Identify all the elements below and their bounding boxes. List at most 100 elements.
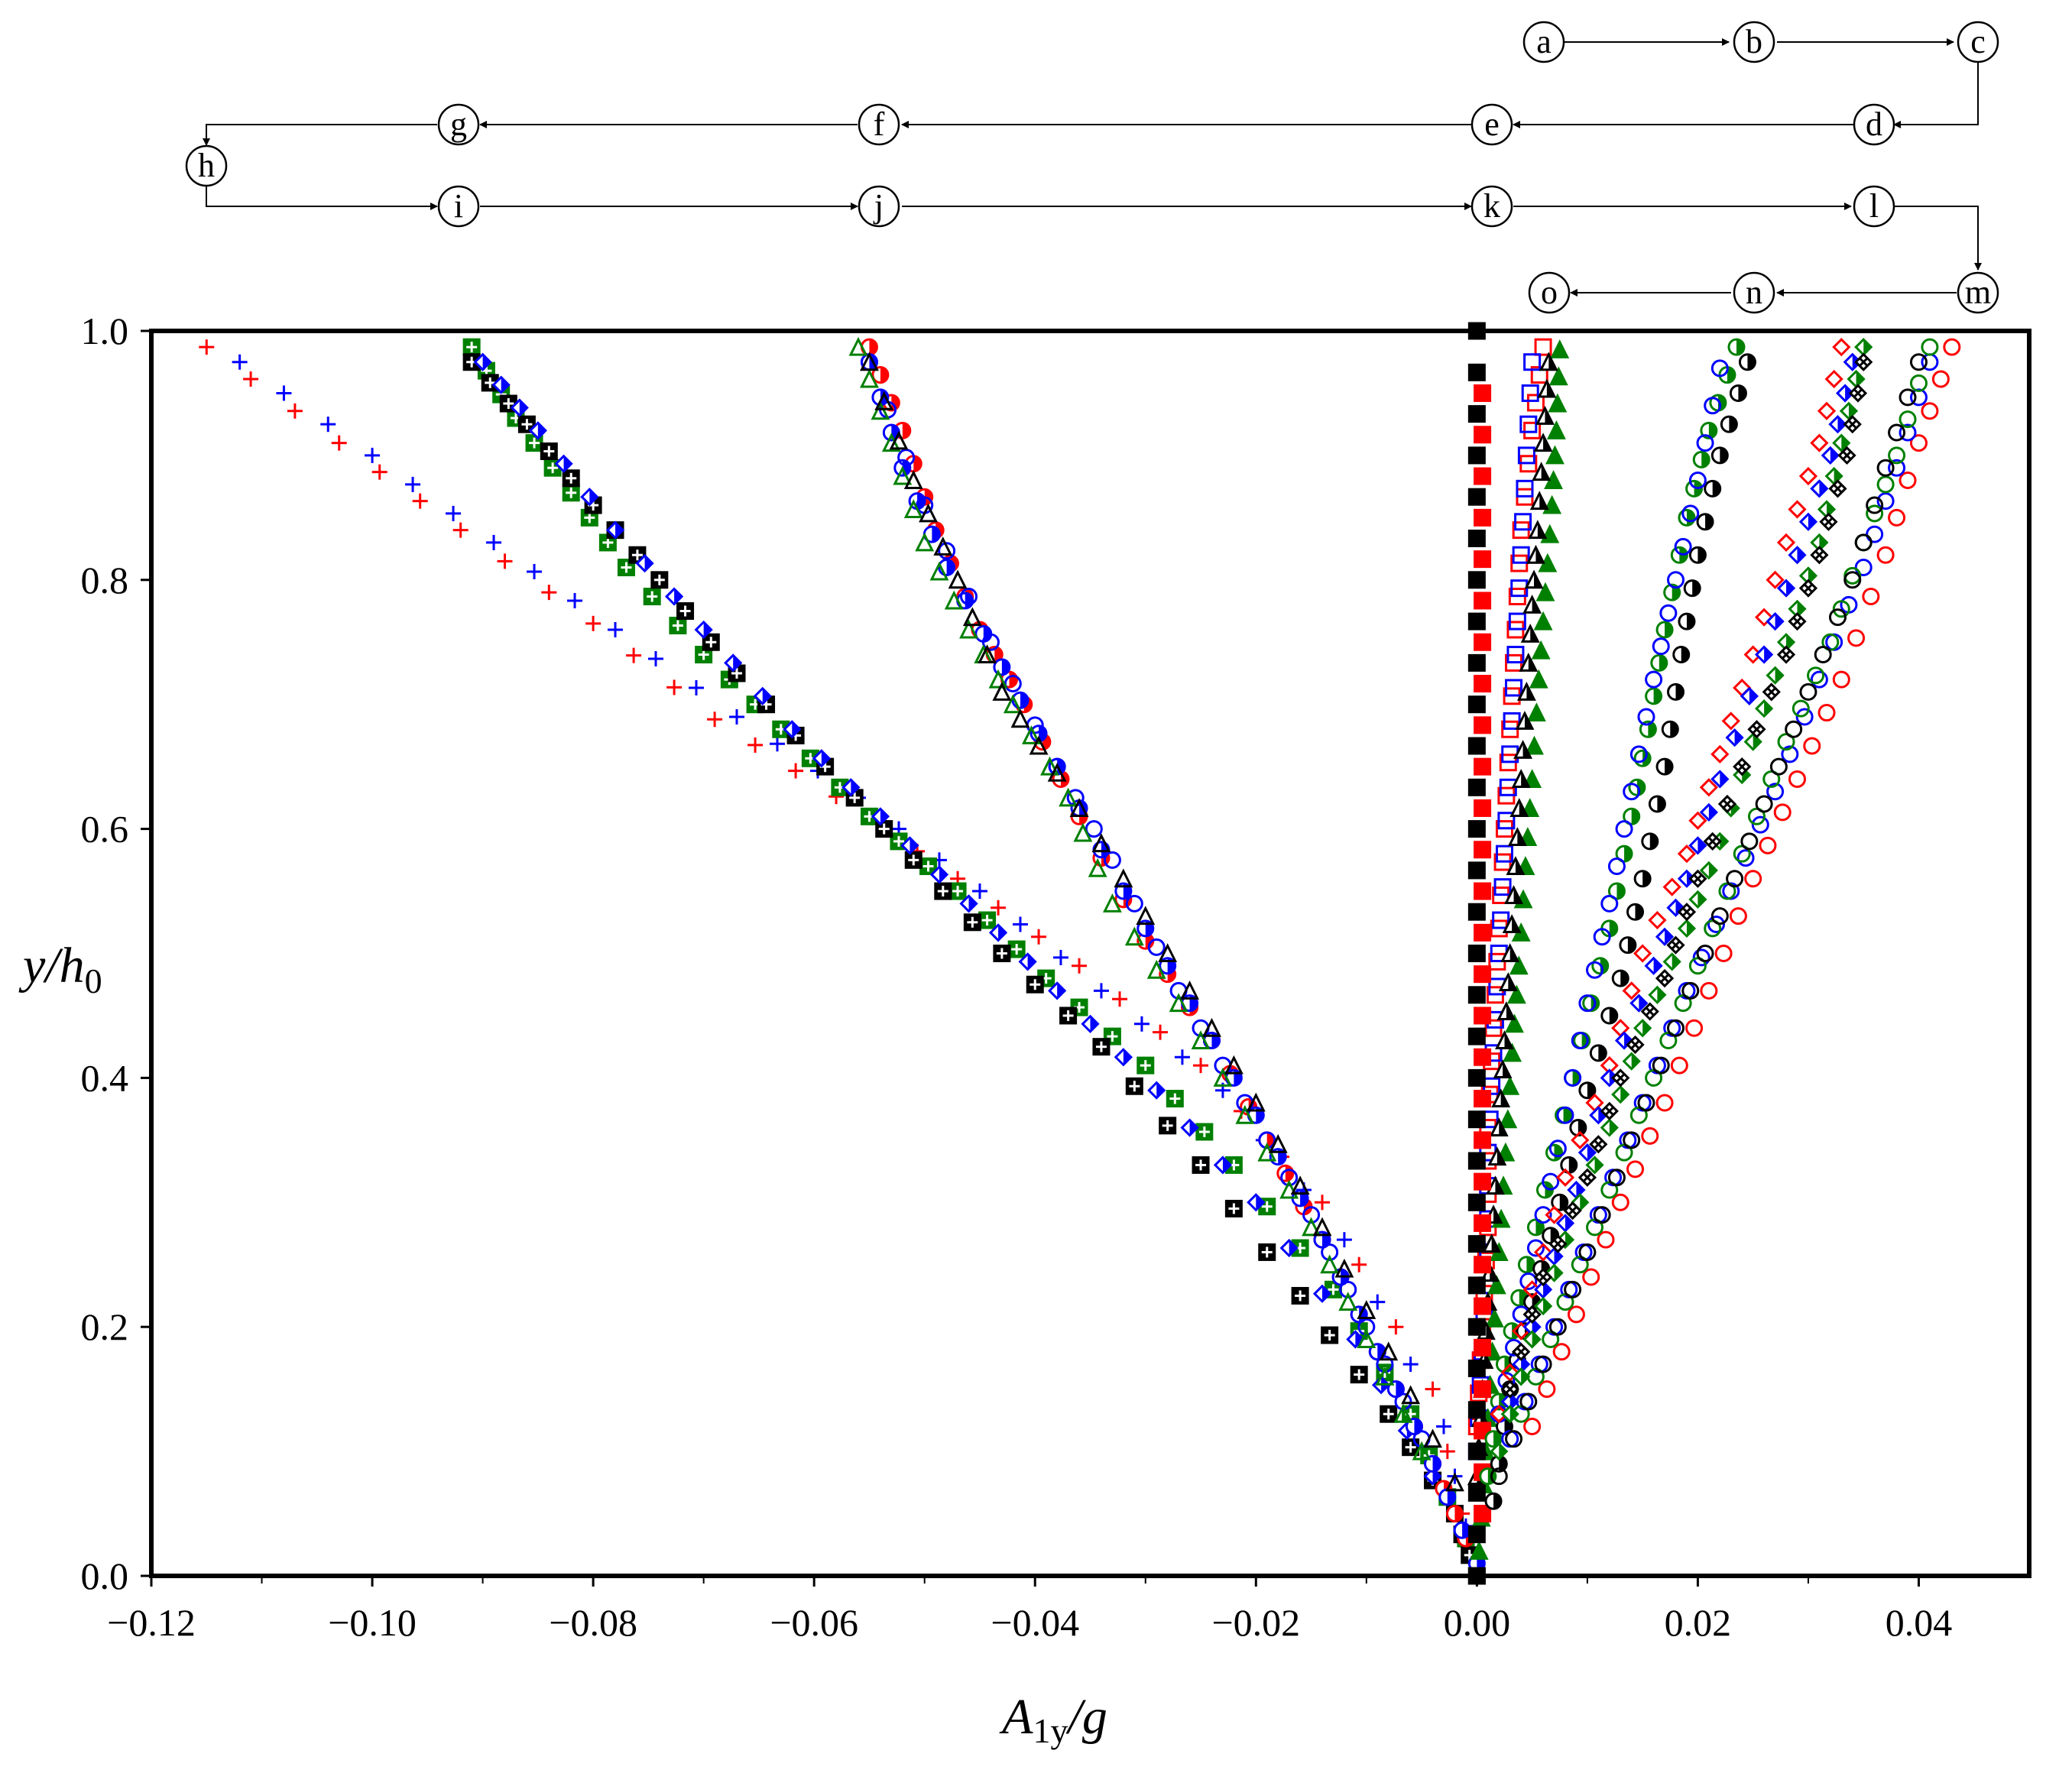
data-point bbox=[1321, 1326, 1339, 1344]
data-point bbox=[1435, 1418, 1451, 1434]
sequence-node-label: j bbox=[873, 187, 884, 225]
data-point bbox=[1688, 836, 1707, 855]
data-point bbox=[1320, 1254, 1340, 1274]
data-point bbox=[1224, 1156, 1243, 1174]
sequence-node-h: h bbox=[185, 144, 228, 187]
data-point bbox=[1685, 1019, 1704, 1037]
data-point bbox=[1526, 1239, 1545, 1257]
data-point bbox=[1505, 1013, 1524, 1033]
data-point bbox=[1312, 1217, 1332, 1237]
data-point bbox=[871, 400, 890, 420]
data-point bbox=[1522, 1305, 1542, 1324]
data-point bbox=[1899, 388, 1917, 407]
data-point bbox=[1670, 1056, 1688, 1075]
x-axis-title-main: A bbox=[999, 1689, 1033, 1745]
data-point bbox=[1909, 388, 1928, 407]
data-point bbox=[1526, 394, 1545, 412]
data-point bbox=[1623, 1131, 1641, 1149]
data-point bbox=[1534, 338, 1552, 356]
data-point bbox=[689, 679, 705, 695]
data-point bbox=[1832, 670, 1850, 689]
data-point bbox=[1747, 807, 1766, 825]
data-point bbox=[1585, 1156, 1604, 1175]
data-point bbox=[1280, 1169, 1299, 1187]
data-point bbox=[1423, 1428, 1442, 1448]
data-point bbox=[1029, 735, 1049, 755]
connector-l-m bbox=[1894, 206, 1982, 271]
data-point bbox=[1467, 446, 1486, 465]
data-point bbox=[1832, 338, 1851, 357]
data-point bbox=[1467, 571, 1486, 589]
data-point bbox=[934, 882, 952, 900]
data-point bbox=[1103, 851, 1121, 869]
data-point bbox=[1474, 1380, 1492, 1399]
data-point bbox=[1655, 968, 1675, 988]
y-tick-label: 1.0 bbox=[81, 310, 129, 352]
data-point bbox=[676, 602, 695, 621]
data-point bbox=[1799, 682, 1817, 701]
data-point bbox=[1674, 994, 1692, 1013]
data-point bbox=[904, 851, 923, 869]
sequence-node-circle bbox=[1528, 271, 1571, 314]
data-point bbox=[1276, 1164, 1295, 1182]
data-point bbox=[1467, 1442, 1486, 1460]
data-point bbox=[1692, 948, 1710, 967]
data-point bbox=[1519, 415, 1538, 433]
data-point bbox=[405, 476, 421, 492]
data-point bbox=[971, 883, 987, 900]
data-point bbox=[1467, 1276, 1486, 1295]
sequence-node-label: f bbox=[874, 105, 885, 143]
data-point bbox=[1467, 1483, 1486, 1502]
data-point bbox=[1600, 1181, 1619, 1199]
data-point bbox=[1516, 479, 1534, 498]
data-point bbox=[1810, 670, 1828, 689]
data-point bbox=[1710, 744, 1730, 763]
data-point bbox=[1843, 571, 1862, 589]
data-point bbox=[1509, 955, 1529, 975]
data-point bbox=[1626, 1035, 1645, 1055]
data-point bbox=[1376, 1355, 1394, 1373]
data-point bbox=[1548, 393, 1568, 413]
data-point bbox=[1629, 745, 1648, 763]
data-point bbox=[1498, 1109, 1518, 1129]
data-point bbox=[1474, 1131, 1492, 1149]
data-point bbox=[1467, 405, 1486, 423]
data-point bbox=[1501, 1430, 1519, 1448]
data-point bbox=[1493, 1059, 1513, 1079]
data-point bbox=[1147, 1081, 1166, 1100]
data-point bbox=[1909, 434, 1928, 452]
data-point bbox=[1578, 1168, 1597, 1187]
data-point bbox=[1678, 612, 1696, 631]
data-point bbox=[562, 484, 580, 502]
data-point bbox=[1388, 1319, 1404, 1335]
data-point bbox=[702, 633, 720, 651]
sequence-node-o: o bbox=[1528, 271, 1571, 314]
data-point bbox=[1474, 841, 1492, 859]
data-point bbox=[1810, 433, 1829, 452]
data-point bbox=[1486, 1175, 1505, 1195]
data-point bbox=[1766, 666, 1785, 685]
connector-c-d bbox=[1893, 63, 1979, 128]
data-point bbox=[1688, 869, 1707, 888]
data-point bbox=[1513, 740, 1532, 759]
data-point bbox=[1192, 1156, 1210, 1174]
data-point bbox=[567, 592, 583, 608]
data-point bbox=[1888, 508, 1906, 527]
data-point bbox=[1736, 849, 1755, 867]
data-point bbox=[486, 534, 502, 550]
data-point bbox=[1505, 679, 1523, 697]
data-point bbox=[1469, 1541, 1489, 1560]
data-points bbox=[199, 322, 1961, 1585]
y-axis: 0.0 0.2 0.4 0.6 0.8 1.0 bbox=[81, 310, 151, 1597]
data-point bbox=[1538, 1380, 1556, 1399]
data-point bbox=[1586, 1218, 1604, 1237]
data-point bbox=[1733, 757, 1752, 776]
data-point bbox=[1124, 926, 1144, 946]
data-point bbox=[1533, 611, 1553, 631]
data-point bbox=[1512, 1405, 1530, 1423]
data-point bbox=[1485, 1308, 1504, 1328]
data-point bbox=[1578, 994, 1597, 1013]
data-point bbox=[1899, 471, 1917, 489]
data-point bbox=[783, 720, 802, 739]
connector-h-i bbox=[206, 186, 438, 210]
